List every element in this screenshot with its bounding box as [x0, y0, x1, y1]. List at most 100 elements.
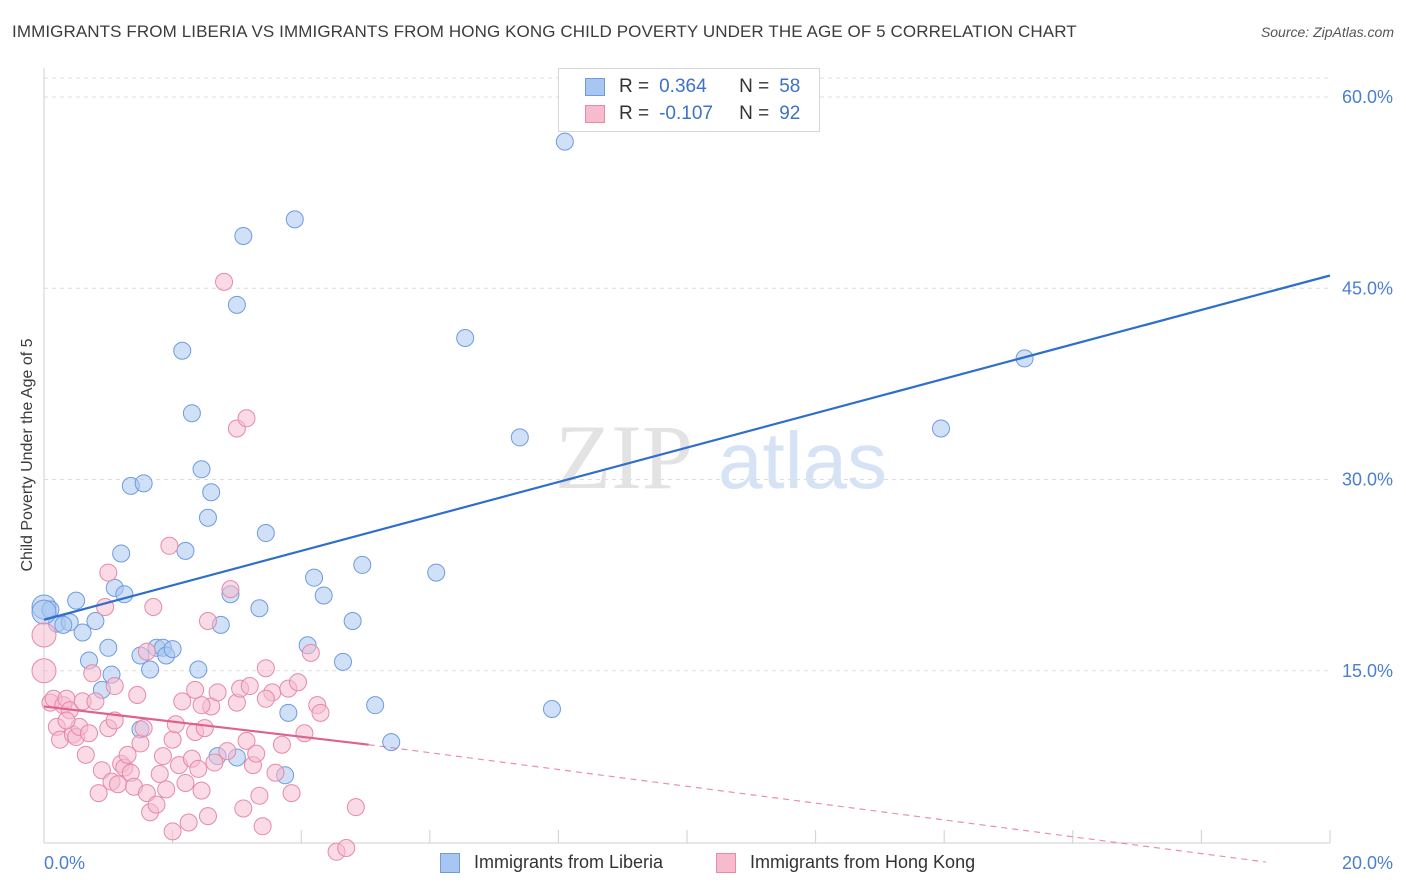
liberia-point — [427, 563, 446, 582]
bottom-legend: Immigrants from Liberia Immigrants from … — [0, 852, 1406, 878]
y-tick-label: 30.0% — [1342, 470, 1393, 490]
liberia-point — [382, 733, 401, 752]
hongkong-n-value: 92 — [779, 103, 801, 124]
hongkong-point — [208, 683, 227, 702]
hongkong-point — [240, 677, 259, 696]
hongkong-point — [288, 673, 307, 692]
hongkong-swatch — [585, 105, 605, 123]
hongkong-point — [337, 838, 356, 857]
hongkong-point — [157, 780, 176, 799]
hongkong-point — [272, 735, 291, 754]
hongkong-point — [198, 612, 217, 631]
hongkong-point — [189, 759, 208, 778]
watermark-zip: ZIP — [555, 406, 693, 508]
x-tick-label: 20.0% — [1342, 853, 1393, 873]
hongkong-point — [160, 536, 179, 555]
liberia-point — [333, 652, 352, 671]
hongkong-point — [282, 784, 301, 803]
hongkong-point — [215, 272, 234, 291]
liberia-point — [202, 483, 221, 502]
hongkong-point — [311, 703, 330, 722]
hongkong-point — [163, 822, 182, 841]
hongkong-point — [256, 689, 275, 708]
liberia-point — [931, 419, 950, 438]
stats-row-hongkong: R = -0.107 N = 92 — [559, 100, 800, 128]
liberia-point — [456, 328, 475, 347]
liberia-point — [99, 638, 118, 657]
hongkong-n-label: N = — [739, 103, 770, 124]
hongkong-point — [137, 642, 156, 661]
hongkong-point — [173, 692, 192, 711]
liberia-point — [67, 591, 86, 610]
hongkong-point — [295, 724, 314, 743]
legend-label-hongkong: Immigrants from Hong Kong — [750, 852, 976, 872]
hongkong-point — [163, 730, 182, 749]
liberia-point — [555, 132, 574, 151]
hongkong-point — [237, 409, 256, 428]
hongkong-point — [86, 692, 105, 711]
liberia-point — [31, 599, 57, 625]
hongkong-point — [105, 677, 124, 696]
watermark-atlas: atlas — [718, 416, 887, 505]
hongkong-point — [153, 747, 172, 766]
hongkong-point — [179, 813, 198, 832]
liberia-point — [542, 700, 561, 718]
hongkong-point — [131, 734, 150, 753]
legend-item-hongkong[interactable]: Immigrants from Hong Kong — [716, 852, 975, 873]
liberia-point — [256, 524, 275, 543]
hongkong-point — [256, 659, 275, 678]
legend-swatch-liberia — [440, 852, 460, 873]
hongkong-point — [253, 817, 272, 836]
hongkong-point — [99, 563, 118, 582]
stats-row-liberia: R = 0.364 N = 58 — [559, 73, 800, 101]
liberia-point — [305, 568, 324, 587]
liberia-point — [285, 210, 304, 229]
watermark: ZIP atlas — [555, 406, 887, 508]
hongkong-point — [83, 664, 102, 683]
hongkong-point — [31, 658, 57, 684]
hongkong-point — [186, 680, 205, 699]
legend-item-liberia[interactable]: Immigrants from Liberia — [440, 852, 663, 873]
hongkong-point — [144, 598, 163, 616]
liberia-point — [198, 508, 217, 527]
hongkong-point — [80, 724, 99, 743]
liberia-point — [86, 612, 105, 631]
source-label: Source: ZipAtlas.com — [1260, 24, 1394, 40]
x-tick-label: 0.0% — [44, 853, 85, 873]
liberia-point — [176, 541, 195, 560]
hongkong-point — [250, 786, 269, 805]
liberia-point — [73, 623, 92, 642]
liberia-point — [510, 428, 529, 447]
hongkong-point — [57, 711, 76, 730]
liberia-point — [173, 341, 192, 360]
hongkong-r-label: R = — [619, 103, 650, 124]
hongkong-point — [198, 807, 217, 826]
hongkong-trend-extension — [368, 744, 1266, 863]
hongkong-r-value: -0.107 — [659, 103, 713, 124]
hongkong-point — [134, 719, 153, 738]
hongkong-point — [176, 773, 195, 792]
y-tick-label: 45.0% — [1342, 278, 1393, 298]
liberia-point — [163, 640, 182, 659]
liberia-point — [343, 612, 362, 631]
liberia-r-label: R = — [619, 76, 650, 97]
liberia-point — [112, 544, 131, 563]
y-tick-label: 60.0% — [1342, 87, 1393, 107]
liberia-r-value: 0.364 — [659, 76, 707, 97]
hongkong-point — [195, 719, 214, 738]
hongkong-point — [128, 685, 147, 704]
hongkong-point — [150, 765, 169, 784]
hongkong-point — [192, 781, 211, 800]
liberia-point — [314, 586, 333, 605]
trend-lines — [43, 274, 1331, 863]
liberia-n-label: N = — [739, 76, 770, 97]
liberia-swatch — [585, 78, 605, 96]
legend-swatch-hongkong — [716, 852, 736, 873]
legend-label-liberia: Immigrants from Liberia — [474, 852, 664, 872]
axes — [43, 68, 1331, 844]
hongkong-point — [192, 696, 211, 715]
liberia-point — [250, 599, 269, 618]
chart-title: IMMIGRANTS FROM LIBERIA VS IMMIGRANTS FR… — [12, 22, 1077, 41]
liberia-point — [192, 460, 211, 479]
